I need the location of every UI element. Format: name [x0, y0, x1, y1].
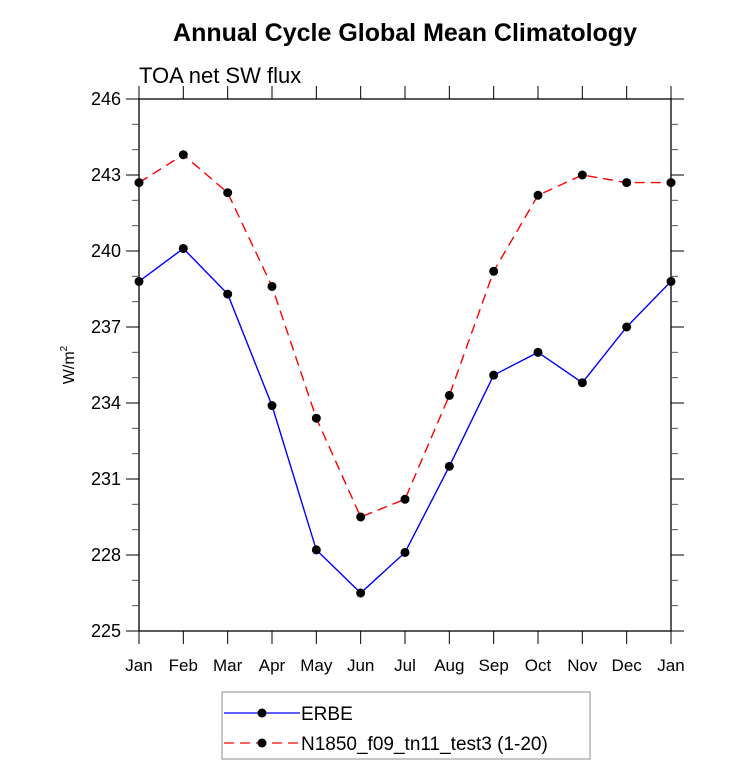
data-point	[311, 545, 321, 555]
y-axis-label-text: W/m	[61, 351, 78, 384]
y-tick-label: 240	[91, 241, 121, 261]
data-point	[400, 494, 410, 504]
y-tick-label: 234	[91, 393, 121, 413]
data-point	[134, 276, 144, 286]
y-tick-label: 246	[91, 89, 121, 109]
data-point	[533, 190, 543, 200]
x-tick-label: Mar	[213, 656, 243, 675]
x-tick-label: Oct	[525, 656, 552, 675]
data-point	[223, 188, 233, 198]
legend-model-label: N1850_f09_tn11_test3 (1-20)	[301, 734, 548, 755]
data-point	[666, 178, 676, 188]
data-point	[311, 413, 321, 423]
y-tick-label: 231	[91, 469, 121, 489]
data-point	[356, 512, 366, 522]
data-point	[444, 461, 454, 471]
chart-subtitle: TOA net SW flux	[139, 63, 301, 88]
x-tick-label: May	[300, 656, 333, 675]
data-point	[178, 243, 188, 253]
data-point	[178, 150, 188, 160]
data-point	[444, 390, 454, 400]
data-point	[489, 266, 499, 276]
data-point	[622, 178, 632, 188]
y-tick-label: 225	[91, 621, 121, 641]
x-tick-label: Jan	[657, 656, 684, 675]
series-line	[138, 247, 672, 594]
chart-title: Annual Cycle Global Mean Climatology	[173, 19, 637, 47]
data-point	[666, 276, 676, 286]
x-tick-label: Jan	[125, 656, 152, 675]
data-point	[577, 378, 587, 388]
x-tick-label: Jul	[394, 656, 416, 675]
series-erbe	[134, 243, 676, 598]
x-tick-label: Feb	[169, 656, 198, 675]
y-axis-label-superscript: 2	[59, 345, 70, 351]
x-tick-label: Nov	[567, 656, 598, 675]
data-point	[267, 401, 277, 411]
y-axis-label: W/m2	[59, 345, 78, 384]
x-tick-label: Aug	[434, 656, 464, 675]
data-point	[533, 347, 543, 357]
series-model	[134, 150, 676, 522]
data-point	[223, 289, 233, 299]
series-group	[134, 150, 676, 598]
legend-erbe-marker	[257, 708, 267, 718]
legend-erbe-label: ERBE	[301, 704, 353, 725]
x-tick-label: Jun	[347, 656, 374, 675]
y-axis-ticks: 225 228 231 234 237 240 243 246	[91, 89, 684, 641]
data-point	[356, 588, 366, 598]
data-point	[577, 170, 587, 180]
legend-box	[221, 691, 591, 760]
y-tick-label: 228	[91, 545, 121, 565]
x-tick-label: Apr	[259, 656, 286, 675]
svg-text:W/m2: W/m2	[59, 345, 78, 384]
data-point	[134, 178, 144, 188]
y-tick-label: 237	[91, 317, 121, 337]
series-line	[138, 153, 671, 518]
x-tick-label: Sep	[479, 656, 509, 675]
x-tick-label: Dec	[612, 656, 643, 675]
data-point	[489, 370, 499, 380]
y-tick-label: 243	[91, 165, 121, 185]
legend-model-marker	[257, 738, 267, 748]
data-point	[267, 281, 277, 291]
legend: ERBE N1850_f09_tn11_test3 (1-20)	[221, 691, 591, 760]
data-point	[622, 322, 632, 332]
data-point	[400, 547, 410, 557]
x-axis-ticks: Jan Feb Mar Apr May Jun Jul Aug Sep Oct Nov Dec Jan	[125, 86, 685, 675]
